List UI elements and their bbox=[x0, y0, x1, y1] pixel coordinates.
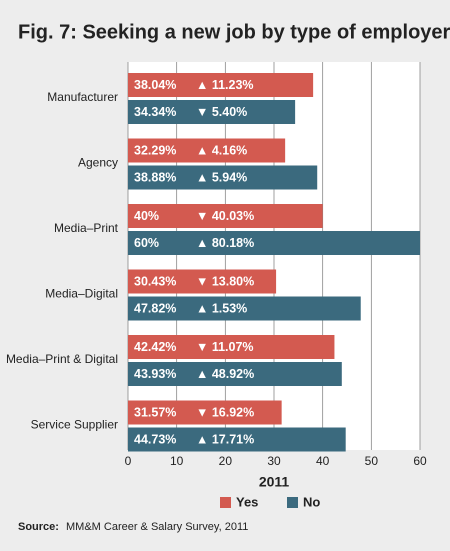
category-label: Service Supplier bbox=[31, 418, 118, 432]
bar bbox=[128, 165, 318, 190]
bar bbox=[128, 204, 323, 228]
x-tick-label: 30 bbox=[267, 454, 281, 468]
change-label: ▲ 11.23% bbox=[196, 78, 254, 92]
chart-title: Fig. 7: Seeking a new job by type of emp… bbox=[18, 21, 450, 43]
change-label: ▼ 40.03% bbox=[196, 209, 254, 223]
source-label: Source: bbox=[18, 521, 59, 533]
x-tick-label: 10 bbox=[170, 454, 184, 468]
legend-label: Yes bbox=[236, 494, 258, 509]
legend-label: No bbox=[303, 494, 320, 509]
bar bbox=[128, 269, 277, 294]
category-label: Agency bbox=[78, 156, 118, 170]
value-label: 38.88% bbox=[134, 170, 176, 184]
bar bbox=[128, 362, 342, 386]
value-label: 60% bbox=[134, 236, 159, 250]
category-label: Media–Digital bbox=[45, 287, 118, 301]
x-tick-label: 60 bbox=[413, 454, 427, 468]
x-tick-label: 0 bbox=[125, 454, 132, 468]
category-label: Media–Print & Digital bbox=[6, 352, 118, 366]
x-axis-label: 2011 bbox=[259, 474, 290, 490]
legend-swatch bbox=[287, 497, 298, 508]
bar bbox=[128, 335, 335, 359]
value-label: 30.43% bbox=[134, 274, 176, 288]
change-label: ▲ 48.92% bbox=[196, 367, 254, 381]
change-label: ▲ 1.53% bbox=[196, 301, 247, 315]
x-tick-label: 40 bbox=[316, 454, 330, 468]
change-label: ▼ 5.40% bbox=[196, 105, 247, 119]
value-label: 32.29% bbox=[134, 143, 176, 157]
change-label: ▼ 11.07% bbox=[196, 340, 254, 354]
bar bbox=[128, 400, 282, 425]
value-label: 31.57% bbox=[134, 405, 176, 419]
change-label: ▲ 5.94% bbox=[196, 170, 247, 184]
bar bbox=[128, 100, 296, 124]
value-label: 42.42% bbox=[134, 340, 176, 354]
value-label: 43.93% bbox=[134, 367, 176, 381]
change-label: ▲ 17.71% bbox=[196, 432, 254, 446]
category-label: Media–Print bbox=[54, 221, 119, 235]
change-label: ▼ 13.80% bbox=[196, 274, 254, 288]
x-tick-label: 20 bbox=[219, 454, 233, 468]
x-tick-label: 50 bbox=[365, 454, 379, 468]
source-text: MM&M Career & Salary Survey, 2011 bbox=[66, 521, 248, 533]
value-label: 40% bbox=[134, 209, 159, 223]
change-label: ▲ 80.18% bbox=[196, 236, 254, 250]
bar bbox=[128, 231, 420, 255]
bar bbox=[128, 427, 346, 452]
value-label: 47.82% bbox=[134, 301, 176, 315]
change-label: ▲ 4.16% bbox=[196, 143, 247, 157]
value-label: 34.34% bbox=[134, 105, 176, 119]
bar bbox=[128, 73, 314, 97]
bar bbox=[128, 138, 286, 163]
bar bbox=[128, 296, 361, 321]
legend-swatch bbox=[220, 497, 231, 508]
category-label: Manufacturer bbox=[47, 90, 118, 104]
change-label: ▼ 16.92% bbox=[196, 405, 254, 419]
value-label: 44.73% bbox=[134, 432, 176, 446]
value-label: 38.04% bbox=[134, 78, 176, 92]
